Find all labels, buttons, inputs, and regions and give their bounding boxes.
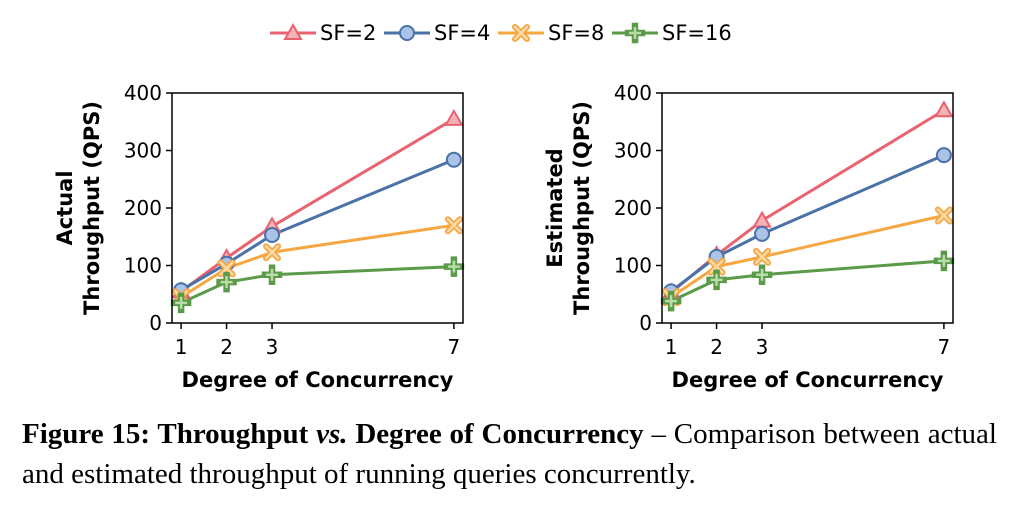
x-axis-label: Degree of Concurrency — [182, 368, 454, 392]
x-axis-label: Degree of Concurrency — [672, 368, 944, 392]
data-point-sf-16-x3 — [261, 264, 283, 285]
caption-text: – Comparison between actual and estimate… — [22, 418, 997, 490]
legend-label-sf-16: SF=16 — [662, 21, 732, 45]
y-axis-label-line-2: Throughput (QPS) — [80, 101, 104, 315]
data-point-sf-8-x7 — [934, 206, 953, 225]
data-point-sf-16-x1 — [170, 292, 192, 314]
legend-item-sf-4: SF=4 — [384, 21, 490, 45]
data-point-sf-4-x7 — [445, 151, 462, 168]
legend-marker-sf-4 — [399, 25, 415, 41]
x-tick-label: 2 — [710, 335, 723, 359]
figure: SF=2 SF=4 SF=8 SF=16 0 100 200 300 400 1 2 3 7 Degre… — [53, 21, 955, 392]
series-line-sf-16 — [180, 265, 454, 305]
x-tick-label: 1 — [175, 335, 188, 359]
caption-title-end: Degree of Concurrency — [347, 418, 644, 450]
data-point-sf-8-x7 — [444, 216, 463, 235]
data-point-sf-2-x7 — [444, 108, 464, 126]
figure-caption: Figure 15: Throughput vs. Degree of Conc… — [22, 414, 997, 494]
legend: SF=2 SF=4 SF=8 SF=16 — [270, 21, 732, 45]
x-tick-label: 3 — [756, 335, 769, 359]
y-tick-label: 0 — [639, 311, 652, 335]
data-point-sf-16-x7 — [933, 250, 955, 272]
plot-frame — [661, 92, 954, 324]
legend-marker-sf-8 — [512, 24, 530, 42]
data-point-sf-8-x2 — [217, 259, 236, 278]
chart-estimated-throughput: 0 100 200 300 400 1 2 3 7 Degree of Concurrency Es… — [543, 81, 955, 392]
y-axis-label-line-1: Estimated — [543, 148, 567, 267]
y-tick-label: 400 — [614, 81, 652, 105]
y-tick-label: 400 — [124, 81, 162, 105]
legend-item-sf-8: SF=8 — [498, 21, 604, 45]
y-axis-label-line-1: Actual — [53, 170, 77, 245]
data-point-sf-16-x2 — [216, 271, 237, 293]
x-tick-label: 2 — [220, 335, 233, 359]
x-tick-label: 7 — [448, 335, 461, 359]
series-line-sf-4 — [180, 158, 455, 292]
y-tick-label: 100 — [614, 254, 652, 278]
series-line-sf-2 — [180, 117, 455, 293]
y-tick-label: 200 — [124, 196, 162, 220]
data-point-sf-4-x3 — [264, 227, 281, 244]
series-line-sf-8 — [670, 214, 945, 299]
y-tick-label: 200 — [614, 196, 652, 220]
y-axis-label-line-2: Throughput (QPS) — [570, 101, 594, 315]
x-tick-label: 7 — [938, 335, 951, 359]
data-point-sf-16-x7 — [443, 256, 465, 277]
data-point-sf-8-x3 — [753, 247, 772, 266]
chart-actual-throughput: 0 100 200 300 400 1 2 3 7 Degree of Concurrency Ac… — [53, 81, 465, 392]
data-point-sf-16-x2 — [706, 269, 727, 291]
legend-marker-sf-16 — [624, 22, 646, 44]
series-line-sf-16 — [670, 259, 945, 303]
series-line-sf-4 — [670, 153, 945, 293]
x-tick-label: 1 — [665, 335, 678, 359]
legend-label-sf-8: SF=8 — [548, 21, 604, 45]
y-tick-label: 300 — [614, 139, 652, 163]
data-point-sf-16-x3 — [751, 264, 773, 285]
y-tick-label: 0 — [149, 311, 162, 335]
data-point-sf-2-x3 — [752, 210, 772, 228]
legend-item-sf-2: SF=2 — [270, 21, 376, 45]
legend-label-sf-2: SF=2 — [320, 21, 376, 45]
data-point-sf-4-x7 — [935, 147, 952, 164]
caption-vs: vs. — [316, 418, 348, 450]
legend-marker-sf-2 — [283, 22, 303, 40]
legend-item-sf-16: SF=16 — [612, 21, 732, 45]
legend-label-sf-4: SF=4 — [434, 21, 490, 45]
y-tick-label: 300 — [124, 139, 162, 163]
x-tick-label: 3 — [266, 335, 279, 359]
y-tick-label: 100 — [124, 254, 162, 278]
data-point-sf-8-x3 — [263, 243, 282, 262]
data-point-sf-2-x7 — [934, 100, 954, 118]
data-point-sf-4-x3 — [754, 225, 771, 242]
data-point-sf-16-x1 — [660, 290, 682, 312]
data-point-sf-8-x2 — [707, 257, 726, 276]
series-line-sf-8 — [180, 223, 455, 299]
caption-title: Figure 15: Throughput — [22, 418, 317, 450]
